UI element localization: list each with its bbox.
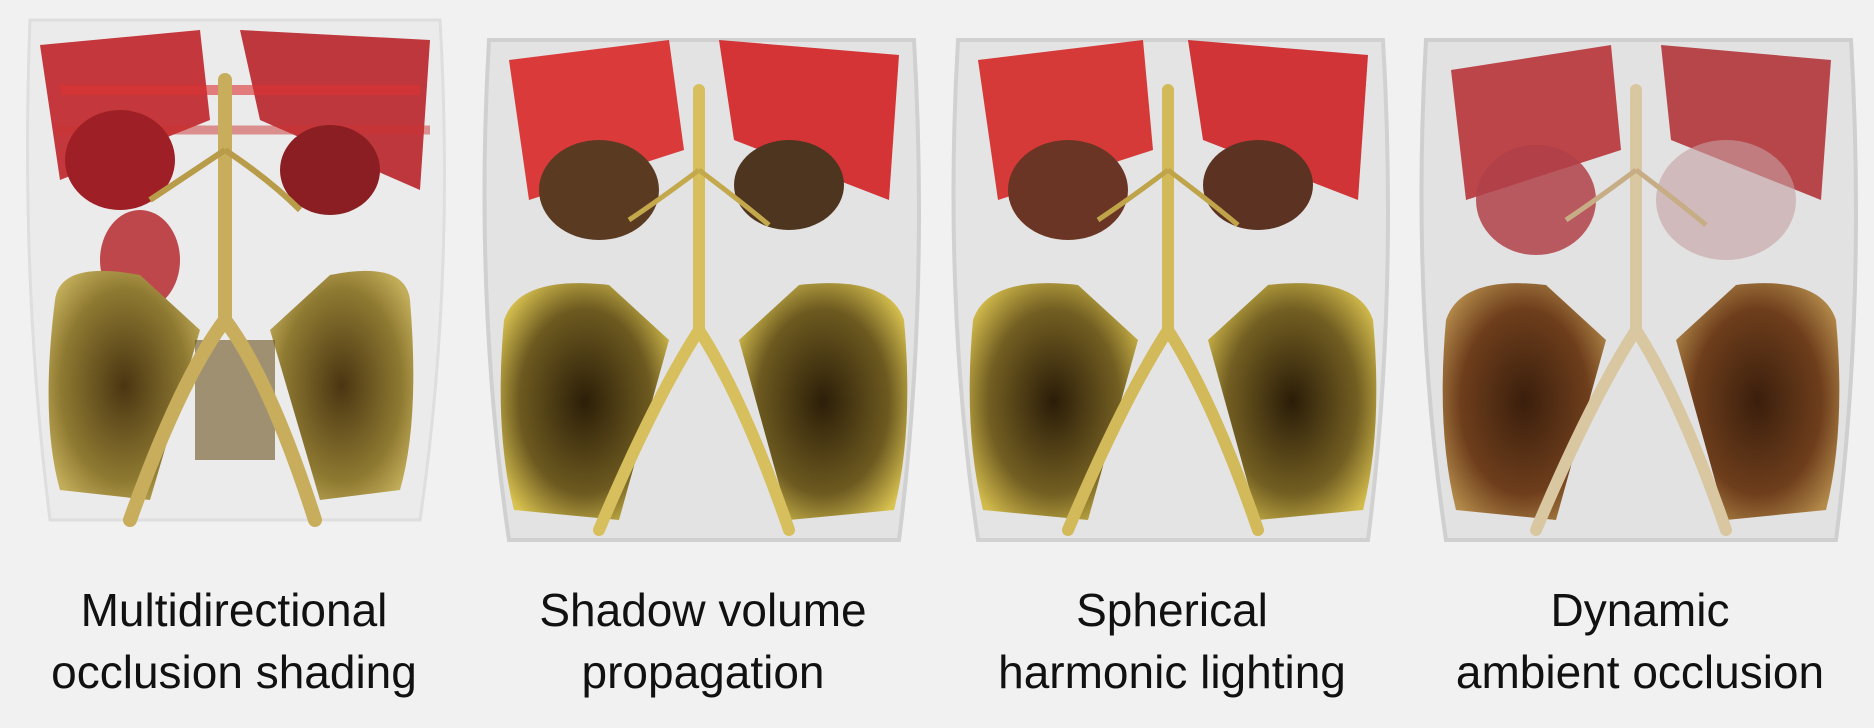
caption-line-2: ambient occlusion <box>1455 646 1825 698</box>
caption-line-2: propagation <box>581 646 825 698</box>
volume-rendering-image <box>951 38 1390 542</box>
volume-rendering-image <box>1419 38 1858 542</box>
panel-spherical-harmonic-lighting: Spherical harmonic lighting <box>938 0 1406 728</box>
volume-rendering-image <box>26 18 446 527</box>
caption-line-2: occlusion shading <box>51 646 417 698</box>
panel-multidirectional-occlusion-shading: Multidirectional occlusion shading <box>0 0 468 728</box>
panel-dynamic-ambient-occlusion: Dynamic ambient occlusion <box>1406 0 1874 728</box>
caption-line-1: Spherical <box>1076 584 1268 636</box>
panel-shadow-volume-propagation: Shadow volume propagation <box>469 0 937 728</box>
caption-line-2: harmonic lighting <box>998 646 1346 698</box>
caption-line-1: Shadow volume <box>539 584 867 636</box>
caption-line-1: Dynamic <box>1550 584 1730 636</box>
volume-rendering-image <box>482 38 921 542</box>
caption-line-1: Multidirectional <box>80 584 388 636</box>
